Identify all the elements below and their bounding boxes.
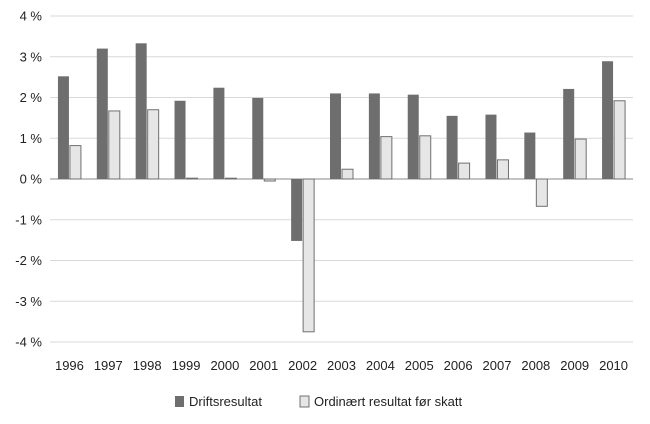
bar-driftsresultat	[252, 97, 264, 179]
bar-ordinaert-resultat	[380, 136, 393, 180]
bar-ordinaert-resultat	[108, 110, 121, 180]
bar-driftsresultat	[368, 93, 380, 179]
x-tick-label: 2004	[366, 358, 395, 373]
legend: Driftsresultat Ordinært resultat før skat…	[175, 394, 462, 409]
bar-driftsresultat	[563, 88, 575, 179]
y-tick-label: 1 %	[20, 131, 43, 146]
bar-ordinaert-resultat	[419, 135, 432, 180]
bar-driftsresultat	[446, 115, 458, 179]
bar-ordinaert-resultat	[263, 178, 276, 182]
x-tick-label: 2002	[288, 358, 317, 373]
y-tick-label: 3 %	[20, 49, 43, 64]
y-axis-ticks: -4 % -3 % -2 % -1 % 0 % 1 % 2 % 3 % 4 %	[15, 9, 42, 350]
y-tick-label: -2 %	[15, 253, 42, 268]
bar-driftsresultat	[57, 76, 69, 179]
x-tick-label: 1998	[133, 358, 162, 373]
x-tick-label: 2009	[560, 358, 589, 373]
y-tick-label: -3 %	[15, 294, 42, 309]
bar-ordinaert-resultat	[224, 177, 237, 180]
x-tick-label: 2008	[521, 358, 550, 373]
x-tick-label: 1996	[55, 358, 84, 373]
bar-driftsresultat	[96, 48, 108, 179]
bar-driftsresultat	[602, 61, 614, 179]
bar-ordinaert-resultat	[147, 109, 160, 180]
x-tick-label: 1997	[94, 358, 123, 373]
bar-driftsresultat	[330, 93, 341, 179]
bar-ordinaert-resultat	[186, 177, 199, 180]
bar-ordinaert-resultat	[496, 159, 509, 180]
bar-ordinaert-resultat	[613, 100, 626, 180]
bar-ordinaert-resultat	[69, 145, 82, 180]
x-axis-ticks: 1996 1997 1998 1999 2000 2001 2002 2003 2004 2005…	[55, 358, 628, 373]
legend-label: Driftsresultat	[189, 394, 262, 409]
x-tick-label: 2001	[249, 358, 278, 373]
bar-driftsresultat	[524, 132, 536, 179]
y-tick-label: -4 %	[15, 335, 42, 350]
x-tick-label: 2010	[599, 358, 628, 373]
x-tick-label: 2005	[405, 358, 434, 373]
legend-swatch	[299, 395, 310, 408]
legend-label: Ordinært resultat før skatt	[314, 394, 462, 409]
x-tick-label: 2006	[444, 358, 473, 373]
x-tick-label: 2007	[483, 358, 512, 373]
bar-driftsresultat	[213, 87, 225, 179]
y-tick-label: 0 %	[20, 172, 43, 187]
x-tick-label: 2000	[210, 358, 239, 373]
x-tick-label: 1999	[172, 358, 201, 373]
legend-swatch	[175, 396, 184, 407]
bar-driftsresultat	[291, 179, 303, 241]
bar-driftsresultat	[135, 43, 147, 179]
bar-ordinaert-resultat	[535, 178, 548, 207]
y-tick-label: -1 %	[15, 212, 42, 227]
bar-driftsresultat	[174, 100, 186, 179]
bar-driftsresultat	[485, 114, 497, 179]
y-tick-label: 4 %	[20, 9, 43, 24]
bar-ordinaert-resultat	[302, 178, 315, 333]
y-tick-label: 2 %	[20, 90, 43, 105]
bar-ordinaert-resultat	[574, 138, 587, 180]
x-tick-label: 2003	[327, 358, 356, 373]
bars	[57, 43, 626, 333]
bar-ordinaert-resultat	[458, 162, 471, 180]
bar-driftsresultat	[407, 94, 419, 179]
bar-ordinaert-resultat	[341, 168, 354, 180]
